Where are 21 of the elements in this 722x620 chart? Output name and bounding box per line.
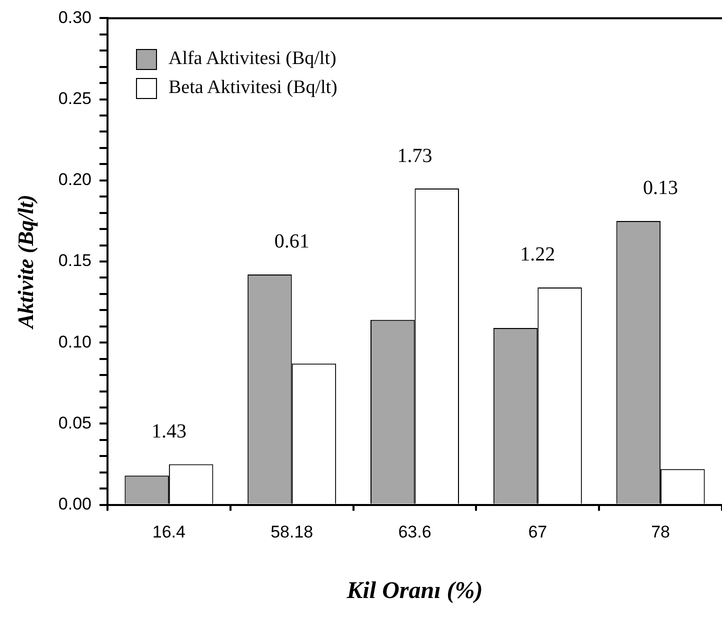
y-tick-label: 0.20 [58,170,92,190]
text: 0.05 [58,413,92,432]
y-tick-label: 0.00 [58,494,92,514]
x-tick-label: 58.18 [270,522,314,542]
x-tick-label: 63.6 [398,522,432,542]
x-tick-label: 16.4 [152,522,186,542]
y-tick-label: 0.25 [58,88,92,108]
y-axis-title: Aktivite (Bq/lt) [12,194,38,330]
legend-label: Alfa Aktivitesi (Bq/lt) [168,48,336,70]
annotation: 0.61 [274,230,310,253]
legend-label: Beta Aktivitesi (Bq/lt) [168,77,338,100]
y-tick-label: 0.10 [58,332,92,352]
x-axis-title: Kil Oranı (%) [346,578,483,604]
y-tick-label: 0.15 [58,251,92,270]
annotation: 1.73 [397,144,432,167]
annotation: 1.43 [151,420,186,442]
x-tick-label: 78 [651,522,670,542]
annotation: 0.13 [643,177,678,200]
x-tick-label: 67 [528,522,548,542]
annotation: 1.22 [520,244,556,266]
y-tick-label: 0.30 [58,8,92,27]
